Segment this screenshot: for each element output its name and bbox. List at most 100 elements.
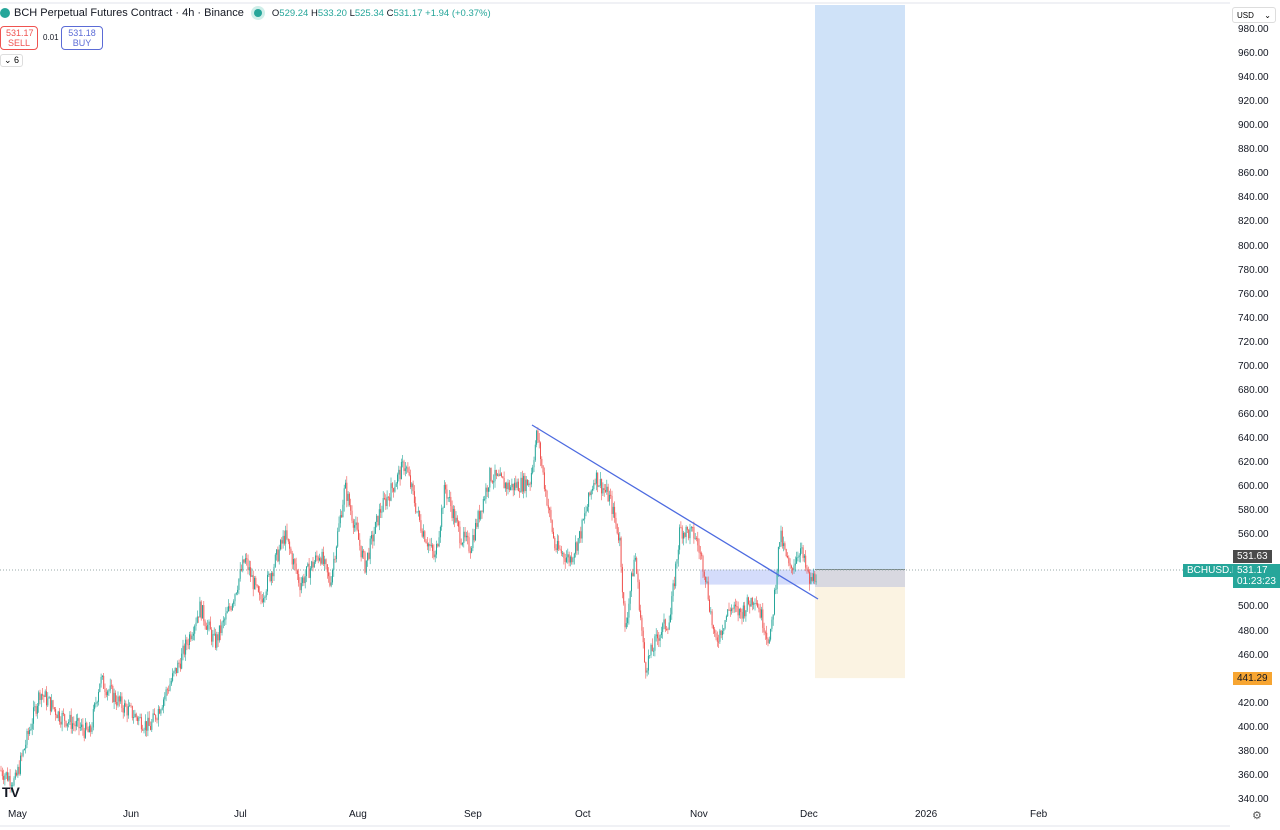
candle-body (20, 755, 21, 774)
candle-body (634, 557, 636, 560)
candle-body (415, 503, 417, 513)
candle-body (104, 688, 106, 692)
ohlc-values: O529.24 H533.20 L525.34 C531.17 +1.94 (+… (271, 7, 491, 19)
candle-body (161, 707, 163, 710)
price-chart[interactable]: TV (0, 0, 1230, 830)
candle-body (85, 722, 86, 738)
candle-body (589, 492, 591, 496)
candle-body (432, 544, 434, 552)
candle-body (320, 558, 322, 564)
candle-body (225, 613, 227, 620)
candle-body (529, 483, 531, 485)
candle-body (68, 721, 70, 724)
candle-body (559, 548, 561, 550)
candle-body (10, 785, 12, 787)
candle-body (287, 538, 289, 542)
candle-body (235, 592, 237, 595)
candle-body (488, 487, 489, 492)
candle-body (322, 551, 324, 564)
candle-body (538, 440, 540, 443)
time-axis-label: Sep (464, 809, 482, 820)
candle-body (51, 700, 53, 712)
buy-button[interactable]: 531.18 BUY (61, 26, 103, 50)
candle-body (35, 706, 37, 714)
candle-body (668, 622, 670, 630)
candle-body (78, 718, 80, 729)
price-axis-label: 400.00 (1238, 721, 1269, 733)
candle-body (204, 621, 206, 627)
candle-body (585, 511, 587, 514)
sell-button[interactable]: 531.17 SELL (0, 26, 38, 50)
candle-body (346, 482, 348, 501)
currency-select[interactable]: USD ⌄ (1232, 7, 1276, 23)
price-axis-label: 860.00 (1238, 168, 1269, 180)
candle-body (56, 715, 58, 719)
candle-body (608, 494, 610, 502)
candle-body (781, 530, 783, 547)
candle-body (156, 719, 158, 721)
candle-body (265, 591, 267, 597)
candle-body (462, 543, 463, 545)
candle-body (759, 609, 761, 618)
candle-body (534, 444, 536, 461)
candle-body (673, 583, 675, 587)
indicators-toggle[interactable]: ⌄ 6 (0, 54, 24, 67)
candle-body (312, 561, 314, 568)
candle-body (53, 707, 55, 710)
candle-body (560, 549, 562, 554)
candle-body (641, 617, 643, 631)
candle-body (181, 653, 183, 669)
candle-body (157, 708, 159, 720)
candle-body (494, 469, 496, 482)
candle-body (166, 689, 168, 691)
candle-body (116, 701, 118, 706)
candle-body (337, 531, 339, 547)
candle-body (515, 482, 517, 488)
candle-body (768, 639, 770, 644)
candle-body (343, 488, 345, 505)
candle-body (233, 601, 235, 605)
price-axis-label: 780.00 (1238, 264, 1269, 276)
candle-body (1, 770, 3, 777)
candle-body (623, 592, 625, 604)
candle-body (792, 567, 794, 571)
candle-body (324, 559, 326, 564)
price-axis-label: 680.00 (1238, 384, 1269, 396)
candle-body (681, 527, 683, 539)
candle-body (720, 630, 722, 635)
candle-body (94, 703, 96, 710)
symbol-title[interactable]: BCH Perpetual Futures Contract · 4h · Bi… (14, 7, 244, 19)
candle-body (165, 689, 167, 696)
candle-body (735, 604, 736, 607)
candle-body (672, 583, 674, 597)
candle-body (159, 708, 161, 714)
candle-body (800, 548, 801, 556)
candle-body (319, 558, 320, 561)
candle-body (218, 625, 220, 641)
candle-body (718, 641, 720, 643)
candle-body (257, 586, 259, 592)
demand-zone (700, 569, 815, 585)
candle-body (459, 526, 461, 544)
candle-body (741, 612, 743, 619)
candle-body (228, 606, 229, 612)
stop-zone (815, 587, 905, 679)
candle-body (761, 609, 762, 618)
candle-body (645, 662, 647, 673)
candle-body (527, 479, 528, 486)
price-axis-label: 700.00 (1238, 360, 1269, 372)
candle-body (105, 691, 107, 696)
candle-body (658, 638, 660, 641)
candle-body (671, 596, 673, 615)
candle-body (482, 499, 484, 512)
settings-gear-icon[interactable]: ⚙ (1252, 810, 1262, 822)
time-axis-label: May (8, 809, 27, 820)
candle-body (251, 575, 253, 577)
candle-body (264, 596, 266, 599)
candle-body (653, 650, 655, 652)
candle-body (807, 569, 809, 572)
candle-body (676, 559, 678, 564)
candle-body (491, 481, 493, 483)
candle-body (693, 527, 695, 539)
candle-body (247, 559, 249, 571)
